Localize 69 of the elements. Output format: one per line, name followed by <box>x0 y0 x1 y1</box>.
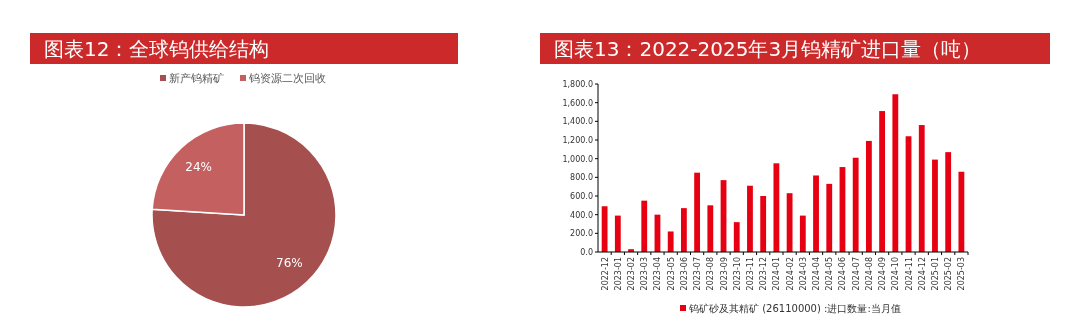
x-tick-label: 2024-05 <box>825 257 835 291</box>
bar <box>667 231 674 252</box>
bar <box>945 152 952 252</box>
x-tick-label: 2023-10 <box>732 257 742 291</box>
y-tick-label: 1,800.0 <box>562 80 593 89</box>
x-tick-label: 2024-04 <box>812 257 822 291</box>
x-tick-label: 2024-08 <box>864 257 874 291</box>
pie-slice <box>151 122 337 308</box>
x-tick-label: 2023-12 <box>759 257 769 291</box>
bar <box>932 159 938 252</box>
bar <box>601 206 608 252</box>
y-tick-label: 400.0 <box>570 210 593 220</box>
x-tick-label: 2023-02 <box>627 257 637 291</box>
chart-title: 图表12：全球钨供给结构 <box>44 37 270 61</box>
x-tick-label: 2023-01 <box>613 257 623 291</box>
bar <box>852 157 859 252</box>
x-tick-label: 2024-11 <box>904 257 914 291</box>
x-tick-label: 2023-03 <box>640 257 650 291</box>
x-tick-label: 2023-07 <box>693 257 703 291</box>
bar <box>958 171 965 252</box>
x-tick-label: 2023-11 <box>745 257 755 291</box>
y-tick-label: 0.0 <box>580 248 593 257</box>
x-tick-label: 2024-12 <box>917 257 927 291</box>
bar <box>773 163 780 252</box>
x-tick-label: 2024-03 <box>798 257 808 291</box>
x-tick-label: 2023-08 <box>706 257 716 291</box>
y-tick-label: 800.0 <box>570 173 593 183</box>
bar <box>641 200 648 252</box>
bar <box>747 185 753 252</box>
x-tick-label: 2025-03 <box>957 257 967 291</box>
bar <box>614 215 621 252</box>
bar <box>892 94 899 252</box>
bar <box>786 193 793 252</box>
bar <box>879 111 886 252</box>
bar <box>707 205 714 252</box>
x-tick-label: 2024-06 <box>838 257 848 291</box>
bar <box>826 183 833 252</box>
bar <box>760 196 767 252</box>
bar <box>918 125 925 252</box>
y-tick-label: 1,600.0 <box>562 98 593 108</box>
bar <box>813 175 819 252</box>
x-tick-label: 2025-02 <box>944 257 954 291</box>
legend-label: 钨资源二次回收 <box>248 72 326 85</box>
bar <box>733 222 740 252</box>
x-tick-label: 2024-02 <box>785 257 795 291</box>
y-tick-label: 600.0 <box>570 192 593 201</box>
x-tick-label: 2025-01 <box>930 257 940 291</box>
data-label: 24% <box>185 159 212 174</box>
bar <box>865 140 872 252</box>
chart-title: 图表13：2022-2025年3月钨精矿进口量（吨） <box>554 37 982 61</box>
x-tick-label: 2024-09 <box>878 257 888 291</box>
x-tick-label: 2023-04 <box>653 257 663 291</box>
x-tick-label: 2024-07 <box>851 257 861 291</box>
x-tick-label: 2023-09 <box>719 257 729 291</box>
legend-label: 钨矿砂及其精矿 (26110000) :进口数量:当月值 <box>688 303 901 314</box>
legend-label: 新产钨精矿 <box>169 72 224 85</box>
y-tick-label: 1,200.0 <box>562 136 593 145</box>
x-tick-label: 2023-05 <box>666 257 676 291</box>
bar <box>799 215 806 252</box>
data-label: 76% <box>276 256 303 271</box>
y-tick-label: 200.0 <box>570 229 593 239</box>
bar <box>680 208 687 252</box>
x-tick-label: 2023-06 <box>679 257 689 291</box>
y-tick-label: 1,000.0 <box>562 154 593 164</box>
y-tick-label: 1,400.0 <box>562 117 593 127</box>
x-tick-label: 2024-10 <box>891 257 901 291</box>
bar <box>694 172 701 252</box>
x-tick-label: 2024-01 <box>772 257 782 291</box>
x-tick-label: 2022-12 <box>600 257 610 291</box>
